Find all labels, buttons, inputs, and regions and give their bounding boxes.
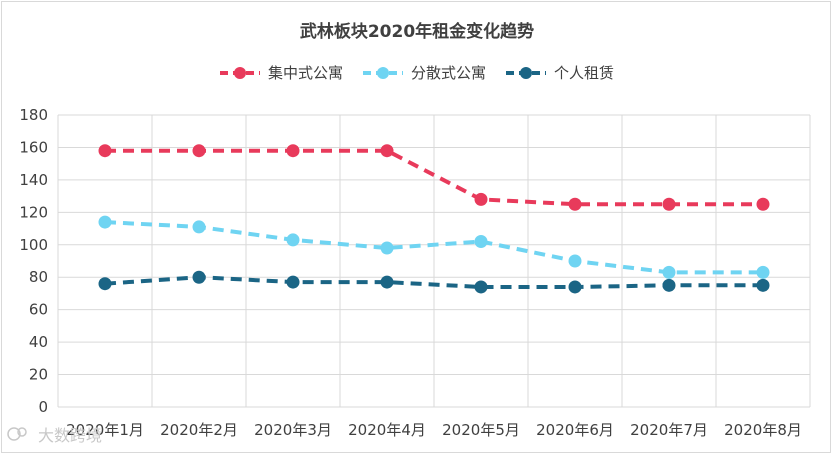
x-axis: 2020年1月 2020年2月 2020年3月 2020年4月 2020年5月 2020年…	[66, 421, 802, 439]
legend-swatch-marker	[520, 67, 532, 79]
data-point	[568, 280, 582, 294]
data-point	[286, 144, 300, 158]
x-tick-label: 2020年3月	[254, 421, 332, 439]
gridlines	[57, 114, 811, 408]
x-tick-label: 2020年4月	[348, 421, 426, 439]
data-point	[380, 241, 394, 255]
series-line-1	[105, 148, 763, 207]
data-point	[286, 275, 300, 289]
watermark: 大数跨境	[7, 426, 102, 445]
x-tick-label: 2020年2月	[160, 421, 238, 439]
data-point	[662, 197, 676, 211]
data-point	[662, 278, 676, 292]
x-tick-label: 2020年5月	[442, 421, 520, 439]
y-tick-label: 120	[19, 203, 48, 221]
data-point	[662, 265, 676, 279]
data-point	[474, 235, 488, 249]
data-point	[98, 144, 112, 158]
y-tick-label: 140	[19, 171, 48, 189]
chart-title: 武林板块2020年租金变化趋势	[300, 21, 534, 42]
series-3	[98, 270, 770, 294]
x-tick-label: 2020年8月	[724, 421, 802, 439]
data-point	[568, 254, 582, 268]
y-tick-label: 160	[19, 138, 48, 156]
y-tick-label: 40	[29, 333, 48, 351]
series-line-3	[104, 275, 763, 289]
y-axis: 0 20 40 60 80 100 120 140 160 180	[19, 106, 48, 416]
series-1	[98, 144, 770, 211]
data-point	[192, 144, 206, 158]
y-tick-label: 100	[19, 236, 48, 254]
watermark-text: 大数跨境	[38, 426, 102, 445]
data-point	[98, 215, 112, 229]
data-point	[98, 277, 112, 291]
data-point	[380, 275, 394, 289]
data-point	[192, 270, 206, 284]
y-tick-label: 180	[19, 106, 48, 124]
legend-label: 个人租赁	[554, 64, 614, 82]
legend-label: 分散式公寓	[411, 64, 486, 82]
y-tick-label: 20	[29, 366, 48, 384]
series-line-2	[104, 220, 763, 275]
legend: 集中式公寓 分散式公寓 个人租赁	[220, 64, 614, 82]
x-tick-label: 2020年6月	[536, 421, 614, 439]
data-point	[756, 197, 770, 211]
legend-item-1: 集中式公寓	[220, 64, 343, 82]
data-point	[568, 197, 582, 211]
legend-swatch-marker	[377, 67, 389, 79]
data-point	[474, 280, 488, 294]
data-point	[192, 220, 206, 234]
legend-label: 集中式公寓	[268, 64, 343, 82]
y-tick-label: 0	[38, 398, 48, 416]
y-tick-label: 60	[29, 301, 48, 319]
series-2	[98, 215, 770, 279]
data-point	[756, 278, 770, 292]
data-point	[756, 265, 770, 279]
x-tick-label: 2020年7月	[630, 421, 708, 439]
y-tick-label: 80	[29, 268, 48, 286]
data-point	[380, 144, 394, 158]
data-point	[474, 192, 488, 206]
data-point	[286, 233, 300, 247]
legend-swatch-marker	[234, 67, 246, 79]
legend-item-2: 分散式公寓	[363, 64, 486, 82]
watermark-logo-icon	[7, 427, 27, 441]
series-layer	[98, 144, 770, 294]
legend-item-3: 个人租赁	[506, 64, 614, 82]
x-tick-label: 2020年1月	[66, 421, 144, 439]
